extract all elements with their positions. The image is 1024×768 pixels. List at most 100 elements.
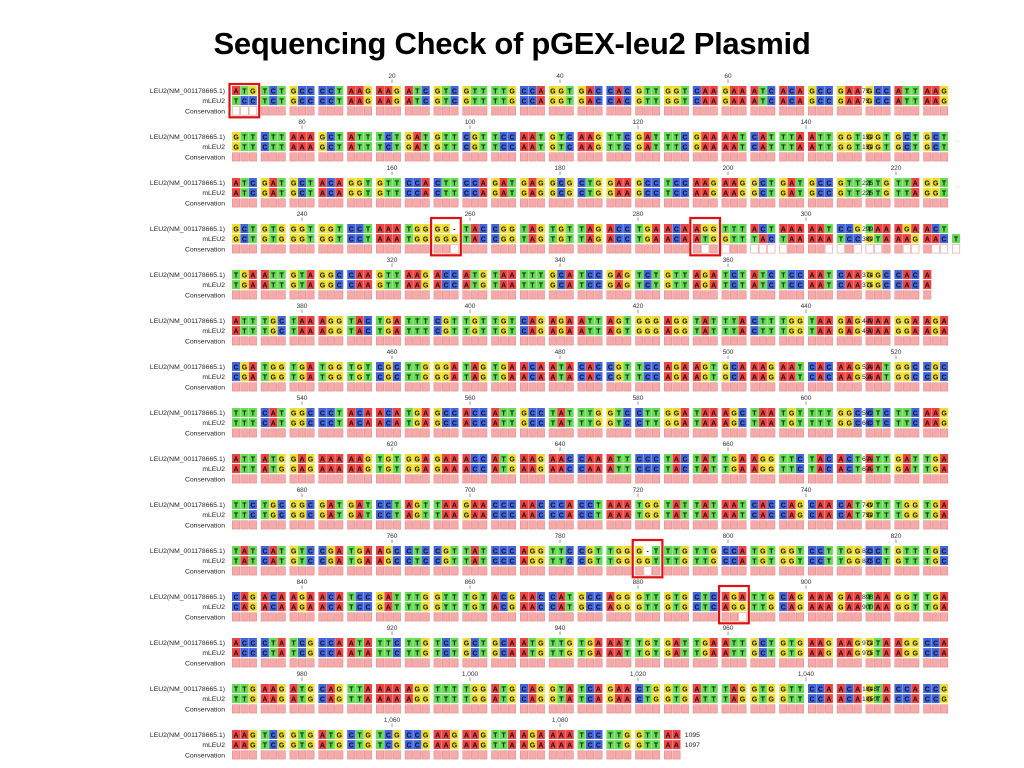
ruler-label: 300 bbox=[801, 211, 812, 218]
query-base-letter: T bbox=[752, 604, 757, 611]
query-base-letter: A bbox=[884, 650, 889, 657]
conservation-match bbox=[479, 428, 488, 438]
ref-base-letter: C bbox=[501, 594, 506, 601]
query-base-letter: G bbox=[904, 512, 910, 519]
ref-base-letter: G bbox=[723, 364, 729, 371]
ref-base-cell bbox=[931, 86, 940, 95]
query-base-letter: G bbox=[665, 650, 671, 657]
query-base-letter: G bbox=[797, 650, 803, 657]
conservation-match bbox=[318, 152, 327, 162]
ref-base-letter: C bbox=[818, 548, 823, 555]
conservation-match bbox=[730, 106, 739, 116]
ref-base-cell bbox=[232, 224, 241, 233]
query-base-cell bbox=[462, 234, 471, 244]
ref-base-letter: C bbox=[838, 272, 843, 279]
conservation-match bbox=[779, 106, 788, 116]
query-base-letter: C bbox=[481, 466, 486, 473]
query-base-cell bbox=[787, 372, 796, 382]
ref-base-letter: A bbox=[740, 456, 745, 463]
query-base-cell bbox=[232, 280, 241, 290]
query-base-cell bbox=[491, 142, 500, 152]
query-base-letter: A bbox=[855, 98, 860, 105]
ref-base-letter: T bbox=[617, 456, 622, 463]
ref-base-letter: A bbox=[913, 180, 918, 187]
ref-base-letter: T bbox=[386, 272, 391, 279]
conservation-match bbox=[796, 244, 805, 254]
query-label: mLEU2 bbox=[202, 236, 225, 243]
ref-base-cell bbox=[672, 362, 681, 371]
query-base-letter: G bbox=[493, 190, 499, 197]
ref-base-cell bbox=[816, 132, 825, 141]
alignment-block: 320 340 360LEU2(NM_001178665.1)mLEU2Conser… bbox=[150, 257, 932, 300]
conservation-match bbox=[384, 474, 393, 484]
query-base-cell bbox=[614, 142, 623, 152]
ref-base-cell bbox=[248, 316, 257, 325]
query-base-letter: G bbox=[320, 236, 326, 243]
query-base-letter: C bbox=[913, 420, 918, 427]
ref-base-letter: C bbox=[682, 134, 687, 141]
conservation-match bbox=[643, 152, 652, 162]
conservation-match bbox=[606, 428, 615, 438]
ref-base-cell bbox=[491, 316, 500, 325]
ref-base-cell bbox=[536, 408, 545, 417]
conservation-match bbox=[779, 612, 788, 622]
ref-base-cell bbox=[404, 270, 413, 279]
query-base-cell bbox=[808, 418, 817, 428]
query-base-cell bbox=[404, 188, 413, 198]
conservation-match bbox=[520, 520, 529, 530]
conservation-match bbox=[643, 428, 652, 438]
query-base-cell bbox=[853, 188, 862, 198]
ref-base-letter: C bbox=[645, 456, 650, 463]
query-base-letter: A bbox=[357, 282, 362, 289]
query-base-cell bbox=[808, 372, 817, 382]
ref-base-letter: T bbox=[424, 134, 429, 141]
query-base-letter: C bbox=[472, 420, 477, 427]
query-base-cell bbox=[787, 142, 796, 152]
ref-base-letter: A bbox=[818, 272, 823, 279]
ref-base-letter: T bbox=[539, 272, 544, 279]
query-base-letter: A bbox=[522, 466, 527, 473]
conservation-match bbox=[738, 428, 747, 438]
ref-base-letter: C bbox=[337, 272, 342, 279]
ref-base-cell bbox=[384, 362, 393, 371]
conservation-match bbox=[499, 612, 508, 622]
query-base-cell bbox=[384, 372, 393, 382]
conservation-match bbox=[528, 428, 537, 438]
conservation-match bbox=[623, 152, 632, 162]
conservation-match bbox=[470, 428, 479, 438]
ref-base-letter: T bbox=[464, 594, 469, 601]
conservation-match bbox=[692, 106, 701, 116]
query-base-cell bbox=[392, 418, 401, 428]
query-base-letter: A bbox=[444, 512, 449, 519]
ref-base-letter: A bbox=[596, 456, 601, 463]
conservation-match bbox=[364, 106, 373, 116]
ref-base-letter: A bbox=[550, 364, 555, 371]
query-base-cell bbox=[923, 280, 932, 290]
query-base-cell bbox=[750, 96, 759, 106]
ref-base-letter: A bbox=[798, 226, 803, 233]
ref-base-letter: G bbox=[855, 364, 861, 371]
ref-base-letter: A bbox=[942, 502, 947, 509]
ref-base-letter: T bbox=[942, 180, 947, 187]
query-base-letter: T bbox=[884, 466, 889, 473]
query-base-letter: A bbox=[847, 650, 852, 657]
ref-base-letter: T bbox=[530, 640, 535, 647]
conservation-match bbox=[269, 658, 278, 668]
query-base-letter: G bbox=[855, 374, 861, 381]
query-base-letter: T bbox=[625, 328, 630, 335]
query-label: mLEU2 bbox=[202, 420, 225, 427]
query-base-cell bbox=[404, 372, 413, 382]
conservation-match bbox=[701, 290, 710, 300]
query-base-letter: C bbox=[588, 282, 593, 289]
ref-base-cell bbox=[730, 178, 739, 187]
query-base-letter: T bbox=[452, 144, 457, 151]
ref-base-cell bbox=[680, 316, 689, 325]
conservation-match bbox=[347, 658, 356, 668]
ref-base-cell bbox=[940, 316, 949, 325]
ref-base-letter: T bbox=[683, 272, 688, 279]
ref-base-letter: T bbox=[827, 548, 832, 555]
ref-base-letter: T bbox=[251, 134, 256, 141]
query-base-letter: A bbox=[328, 512, 333, 519]
ref-base-letter: A bbox=[472, 502, 477, 509]
query-base-letter: T bbox=[761, 282, 766, 289]
